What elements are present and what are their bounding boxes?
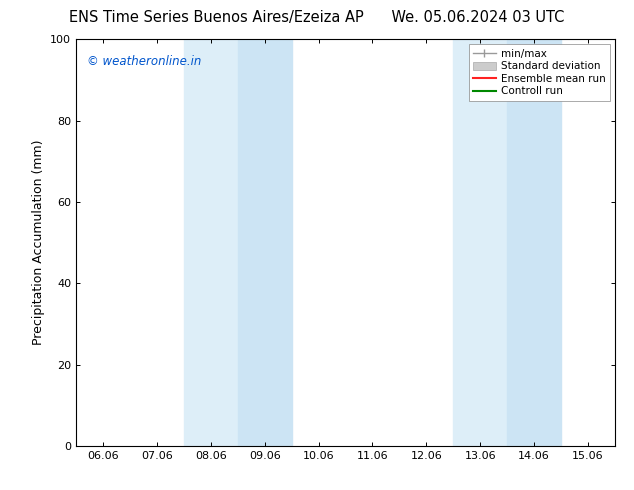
Bar: [453, 39, 507, 446]
Text: ENS Time Series Buenos Aires/Ezeiza AP      We. 05.06.2024 03 UTC: ENS Time Series Buenos Aires/Ezeiza AP W…: [69, 10, 565, 25]
Bar: [238, 39, 292, 446]
Text: © weatheronline.in: © weatheronline.in: [87, 55, 201, 69]
Legend: min/max, Standard deviation, Ensemble mean run, Controll run: min/max, Standard deviation, Ensemble me…: [469, 45, 610, 100]
Y-axis label: Precipitation Accumulation (mm): Precipitation Accumulation (mm): [32, 140, 44, 345]
Bar: [184, 39, 238, 446]
Bar: [507, 39, 561, 446]
